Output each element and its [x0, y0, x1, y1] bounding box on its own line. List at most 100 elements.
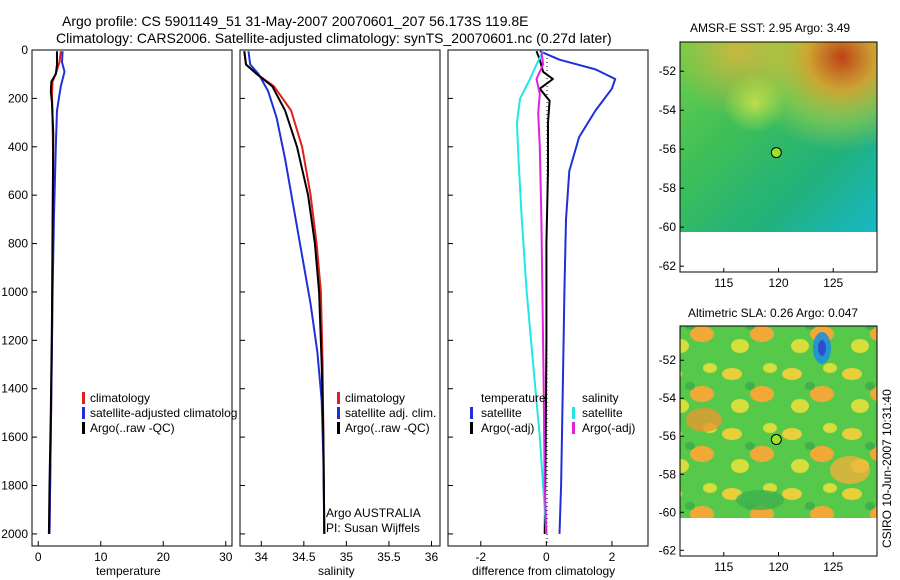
annotation-agency: Argo AUSTRALIA	[326, 506, 421, 520]
difference-panel: -2 0 2 difference from climatology tempera…	[447, 49, 649, 578]
temperature-panel: 0 200 400 600 800 1000 1200 1400 1600 1800 2000 0 1…	[1, 43, 453, 578]
sst-map-field	[680, 42, 877, 232]
legend-label-sal-argo: Argo(-adj)	[582, 421, 635, 435]
timestamp-stamp: CSIRO 10-Jun-2007 10:31:40	[880, 389, 894, 548]
legend-swatch-satellite	[337, 407, 340, 419]
salinity-series-line-2	[243, 51, 326, 534]
y-tick-label: 1400	[1, 382, 28, 396]
x-tick-label: 34.5	[292, 550, 316, 564]
y-tick-label: 0	[21, 43, 28, 57]
lat-tick-label: -52	[659, 64, 677, 78]
y-tick-label: 1000	[1, 285, 28, 299]
salinity-series-group	[243, 51, 326, 534]
lat-tick-label: -58	[659, 467, 677, 481]
legend-swatch-sal-argo	[572, 422, 575, 434]
y-tick-label: 2000	[1, 527, 28, 541]
difference-legend: temperature satellite Argo(-adj) salinit…	[470, 391, 635, 435]
temperature-series-group	[47, 51, 66, 534]
sla-map-tick-labels: -52 -54 -56 -58 -60 -62 115 120 125	[659, 353, 844, 574]
legend-swatch-temp-satellite	[470, 407, 473, 419]
x-tick-label: 20	[157, 550, 171, 564]
y-tick-label: 600	[8, 188, 28, 202]
temperature-axis-label: temperature	[96, 564, 161, 578]
lat-tick-label: -62	[659, 543, 677, 557]
difference-series-group	[515, 50, 617, 534]
y-tick-label: 200	[8, 91, 28, 105]
sst-map-panel: AMSR-E SST: 2.95 Argo: 3.49 -52 -54 -56 -58…	[659, 21, 878, 290]
sla-map-field	[680, 326, 877, 518]
legend-label-temp-satellite: satellite	[481, 406, 522, 420]
annotation-pi: PI: Susan Wijffels	[326, 521, 420, 535]
lat-tick-label: -54	[659, 103, 677, 117]
y-tick-label: 400	[8, 140, 28, 154]
lon-tick-label: 120	[768, 276, 788, 290]
x-tick-label: -2	[475, 550, 486, 564]
temperature-tick-labels: 0 10 20 30	[35, 541, 233, 564]
salinity-series-line-1	[247, 51, 326, 534]
legend-label-sal-satellite: satellite	[582, 406, 623, 420]
difference-axis-label: difference from climatology	[472, 564, 615, 578]
lat-tick-label: -54	[659, 391, 677, 405]
x-tick-label: 0	[35, 550, 42, 564]
x-tick-label: 34	[255, 550, 269, 564]
legend-label-argo: Argo(..raw -QC)	[90, 421, 175, 435]
sla-map-title: Altimetric SLA: 0.26 Argo: 0.047	[688, 306, 858, 320]
x-tick-label: 0	[543, 550, 550, 564]
legend-group-salinity: salinity	[582, 391, 619, 405]
legend-swatch-satellite	[82, 407, 85, 419]
legend-label-argo: Argo(..raw -QC)	[345, 421, 430, 435]
sla-map-panel: Altimetric SLA: 0.26 Argo: 0.047 -52-54-…	[659, 306, 878, 574]
salinity-legend: climatology satellite adj. clim. Argo(..…	[337, 391, 436, 435]
legend-swatch-argo	[82, 422, 85, 434]
lat-tick-label: -56	[659, 142, 677, 156]
salinity-series-line-0	[243, 51, 326, 534]
legend-label-satellite: satellite-adjusted climatolog	[90, 406, 237, 420]
legend-swatch-argo	[337, 422, 340, 434]
legend-swatch-climatology	[82, 392, 85, 404]
legend-swatch-sal-satellite	[572, 407, 575, 419]
lon-tick-label: 120	[768, 560, 788, 574]
legend-label-temp-argo: Argo(-adj)	[481, 421, 534, 435]
difference-tick-labels: -2 0 2	[475, 541, 616, 564]
legend-label-satellite: satellite adj. clim.	[345, 406, 436, 420]
lat-tick-label: -56	[659, 429, 677, 443]
x-tick-label: 35	[340, 550, 354, 564]
x-tick-label: 10	[94, 550, 108, 564]
x-tick-label: 36	[425, 550, 439, 564]
lon-tick-label: 125	[823, 276, 843, 290]
x-tick-label: 2	[609, 550, 616, 564]
legend-swatch-temp-argo	[470, 422, 473, 434]
legend-swatch-climatology	[337, 392, 340, 404]
depth-tick-labels: 0 200 400 600 800 1000 1200 1400 1600 1800 2000	[1, 43, 453, 541]
temperature-legend: climatology satellite-adjusted climatolo…	[82, 391, 237, 435]
y-tick-label: 1800	[1, 479, 28, 493]
y-tick-label: 1200	[1, 333, 28, 347]
figure-title-line1: Argo profile: CS 5901149_51 31-May-2007 …	[62, 13, 529, 29]
figure-title-line2: Climatology: CARS2006. Satellite-adjuste…	[56, 30, 612, 46]
difference-axes-box	[447, 49, 649, 547]
temperature-series-line-2	[47, 51, 58, 534]
float-position-marker	[770, 147, 782, 159]
lat-tick-label: -60	[659, 220, 677, 234]
lat-tick-label: -52	[659, 353, 677, 367]
x-tick-label: 30	[219, 550, 233, 564]
legend-label-climatology: climatology	[90, 391, 150, 405]
sst-map-title: AMSR-E SST: 2.95 Argo: 3.49	[690, 21, 850, 35]
lat-tick-label: -60	[659, 505, 677, 519]
salinity-tick-labels: 34 34.5 35 35.5 36	[255, 541, 439, 564]
lat-tick-label: -62	[659, 259, 677, 273]
lon-tick-label: 115	[714, 276, 733, 290]
difference-series-line-0	[539, 50, 617, 534]
sst-map-tick-labels: -52 -54 -56 -58 -60 -62 115 120 125	[659, 64, 844, 290]
lon-tick-label: 125	[823, 560, 843, 574]
lon-tick-label: 115	[714, 560, 733, 574]
legend-group-temperature: temperature	[481, 391, 546, 405]
lat-tick-label: -58	[659, 181, 677, 195]
salinity-panel: 34 34.5 35 35.5 36 salinity climatology sate…	[239, 49, 441, 578]
temperature-axes-box	[31, 49, 233, 547]
difference-series-line-3	[535, 51, 548, 534]
salinity-axis-label: salinity	[318, 564, 355, 578]
difference-series-line-2	[515, 50, 548, 534]
y-tick-label: 800	[8, 237, 28, 251]
